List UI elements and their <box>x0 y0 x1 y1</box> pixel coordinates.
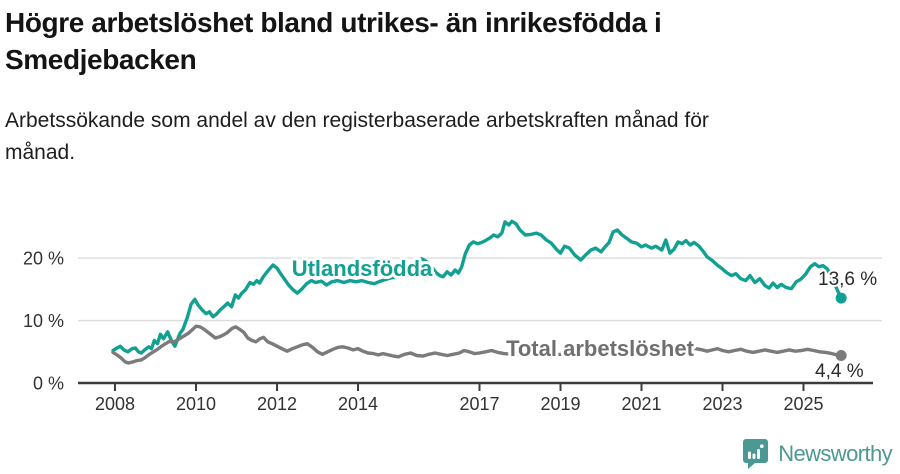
y-tick-label: 20 % <box>23 249 64 269</box>
series-name-label-utlandsfodda: Utlandsfödda <box>292 256 433 281</box>
y-tick-label: 0 % <box>33 374 64 394</box>
newsworthy-wordmark: Newsworthy <box>778 440 892 466</box>
page-title: Högre arbetslöshet bland utrikes- än inr… <box>5 7 662 75</box>
chart-subtitle: Arbetssökande som andel av den registerb… <box>5 109 709 164</box>
x-tick-label: 2021 <box>621 394 661 414</box>
x-tick-label: 2008 <box>95 394 135 414</box>
x-tick-label: 2025 <box>783 394 823 414</box>
series-name-label-total: Total arbetslöshet <box>506 336 695 361</box>
newsworthy-bubble-icon <box>743 439 769 469</box>
x-tick-label: 2014 <box>338 394 378 414</box>
series-line-utlandsfodda <box>111 219 843 355</box>
series-end-value-total: 4,4 % <box>815 361 864 382</box>
x-tick-label: 2023 <box>702 394 742 414</box>
series-line-total <box>111 324 843 365</box>
x-tick-label: 2010 <box>176 394 216 414</box>
x-tick-label: 2012 <box>257 394 297 414</box>
x-tick-label: 2017 <box>459 394 499 414</box>
series-end-dot-total <box>835 350 847 362</box>
y-tick-label: 10 % <box>23 311 64 331</box>
newsworthy-logo: Newsworthy <box>742 438 893 469</box>
series-end-value-utlandsfodda: 13,6 % <box>818 269 877 290</box>
series-end-dot-utlandsfodda <box>835 292 847 304</box>
x-tick-label: 2019 <box>540 394 580 414</box>
